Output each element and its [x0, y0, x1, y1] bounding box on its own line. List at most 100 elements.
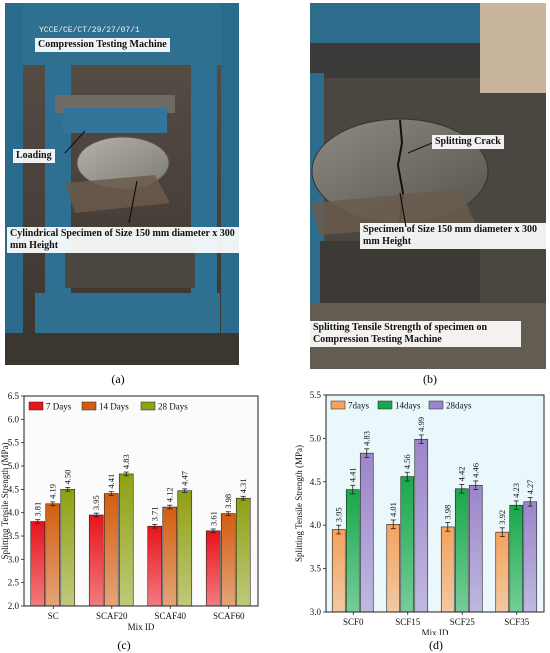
data-label: 4.41: [348, 467, 358, 482]
data-label: 4.23: [511, 483, 521, 498]
data-label: 3.98: [443, 505, 453, 520]
annotation-arrows: [64, 130, 138, 224]
x-tick-label: SCF0: [343, 617, 364, 627]
bar: [220, 513, 236, 607]
bar: [177, 490, 193, 607]
annotation-arrows: [399, 142, 433, 228]
data-label: 3.71: [150, 506, 160, 521]
y-tick-label: 4.5: [8, 484, 20, 494]
data-label: 4.83: [362, 431, 372, 446]
specimen-arrow: [399, 192, 407, 228]
data-label: 3.92: [497, 510, 507, 525]
legend-swatch: [377, 400, 393, 410]
data-label: 4.12: [165, 487, 175, 502]
chart-d: 3.95 4.41 4.83 SCF0 4.01 4.56 4.99 SCF15 3.98 4.4…: [290, 385, 550, 638]
bar: [386, 524, 401, 613]
x-tick-label: SCAF40: [154, 611, 186, 621]
label-compression-machine: Compression Testing Machine: [35, 38, 170, 52]
stamp-text: YCCE/CE/CT/29/27/07/1: [39, 26, 140, 35]
y-tick-label: 2.0: [8, 601, 20, 611]
chart-c: 3.81 4.19 4.50 SC 3.95 4.41 4.83 SCAF20 3.71 4.12…: [0, 390, 262, 636]
loading-arrow: [64, 130, 86, 154]
legend-label: 28days: [446, 401, 472, 411]
caption-d: (d): [429, 638, 443, 652]
bar: [414, 438, 429, 613]
y-tick-label: 6.5: [8, 391, 20, 401]
legend-label: 28 Days: [158, 402, 188, 412]
data-label: 4.47: [180, 471, 190, 486]
y-tick-label: 5.5: [310, 390, 322, 400]
y-tick-label: 2.5: [8, 578, 20, 588]
x-axis-label: Mix ID: [128, 622, 155, 632]
data-label: 4.31: [238, 478, 248, 493]
bar: [147, 525, 163, 607]
data-label: 3.95: [91, 495, 101, 510]
bar: [454, 488, 469, 613]
chart-d-svg: 3.95 4.41 4.83 SCF0 4.01 4.56 4.99 SCF15 3.98 4.4…: [294, 390, 545, 638]
x-tick-label: SCF25: [450, 617, 476, 627]
data-label: 3.95: [334, 507, 344, 522]
y-axis-label: Splitting Tensile Strength (MPa): [0, 443, 10, 560]
bar: [509, 504, 524, 613]
x-tick-label: SCF35: [504, 617, 530, 627]
y-tick-label: 6.0: [8, 414, 20, 424]
y-tick-label: 5.0: [8, 461, 20, 471]
data-label: 3.61: [208, 511, 218, 526]
data-label: 4.42: [457, 467, 467, 482]
chart-c-svg: 3.81 4.19 4.50 SC 3.95 4.41 4.83 SCAF20 3.71 4.12…: [0, 391, 259, 632]
bar: [103, 493, 119, 607]
legend-label: 7days: [348, 401, 369, 411]
data-label: 4.83: [121, 454, 131, 469]
compression-machine-photo: [5, 3, 239, 365]
photo-splitting-test: Splitting Crack Specimen of Size 150 mm …: [310, 3, 546, 369]
legend-swatch: [81, 401, 97, 411]
y-tick-label: 4.0: [8, 508, 20, 518]
label-loading: Loading: [13, 149, 55, 163]
legend-swatch: [428, 400, 444, 410]
bar: [205, 530, 221, 607]
caption-c: (c): [117, 638, 131, 652]
bar: [468, 484, 483, 613]
y-tick-label: 3.0: [310, 607, 322, 617]
caption-a: (a): [111, 372, 125, 386]
x-axis-label: Mix ID: [422, 628, 449, 635]
data-label: 4.27: [525, 480, 535, 495]
data-label: 3.98: [223, 494, 233, 509]
bar: [495, 531, 510, 613]
y-tick-label: 3.0: [8, 554, 20, 564]
y-tick-label: 5.0: [310, 433, 322, 443]
plot-frame: [23, 395, 259, 607]
x-tick-label: SC: [48, 611, 59, 621]
caption-b: (b): [423, 372, 437, 386]
y-tick-label: 3.5: [8, 531, 20, 541]
data-label: 4.41: [106, 474, 116, 489]
bar: [359, 452, 374, 613]
data-label: 4.46: [471, 463, 481, 478]
data-label: 4.99: [416, 417, 426, 432]
legend-label: 7 Days: [46, 402, 72, 412]
bar: [45, 503, 61, 607]
label-splitting-strength: Splitting Tensile Strength of specimen o…: [310, 321, 521, 347]
photo-compression-test: YCCE/CE/CT/29/27/07/1 Compression Testin…: [5, 3, 239, 365]
legend-label: 14days: [395, 401, 421, 411]
x-tick-label: SCF15: [395, 617, 421, 627]
specimen-arrow: [128, 180, 138, 224]
bar: [60, 489, 76, 607]
x-tick-label: SCAF60: [213, 611, 245, 621]
bar: [345, 489, 360, 613]
y-tick-label: 4.5: [310, 477, 322, 487]
y-tick-label: 4.0: [310, 520, 322, 530]
data-label: 3.81: [33, 502, 43, 517]
data-label: 4.19: [48, 484, 58, 499]
bar: [400, 476, 415, 613]
y-axis-label: Splitting Tensile Strength (MPa): [294, 445, 304, 562]
bar: [523, 501, 538, 613]
data-label: 4.50: [63, 470, 73, 485]
legend-label: 14 Days: [99, 402, 129, 412]
plot-frame: [325, 394, 545, 613]
data-label: 4.01: [388, 502, 398, 517]
bar: [235, 497, 251, 607]
data-label: 4.56: [402, 454, 412, 469]
bar: [331, 529, 346, 613]
bar: [162, 506, 178, 607]
